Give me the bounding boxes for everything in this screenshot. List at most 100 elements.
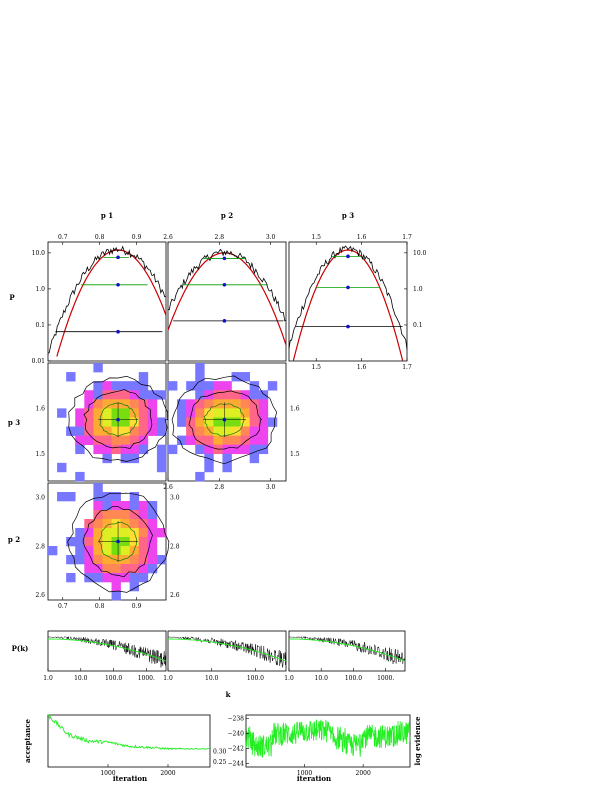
- heatmap-cell: [111, 417, 121, 427]
- y-tick-label: 1.6: [35, 405, 45, 412]
- heatmap-cell: [195, 435, 205, 445]
- heatmap-cell: [93, 519, 103, 529]
- heatmap-cell: [120, 444, 130, 455]
- heatmap-cell: [120, 435, 130, 445]
- heatmap-cell: [186, 417, 196, 427]
- heatmap-cell: [138, 564, 149, 574]
- heatmap-cell: [204, 417, 214, 427]
- heatmap-cell: [120, 555, 130, 565]
- y-tick-label: 1.0: [413, 286, 423, 293]
- heatmap-cell: [111, 444, 121, 455]
- heatmap-cell: [222, 462, 232, 473]
- y-axis-label: acceptance: [23, 718, 32, 763]
- heatmap-cell: [156, 390, 167, 400]
- heatmap-cell: [120, 399, 130, 409]
- heatmap-cell: [102, 528, 112, 538]
- pk-tick-label: 100.0: [247, 675, 264, 682]
- y-tick-label: 2.6: [170, 592, 180, 599]
- y-tick-label: 10.0: [32, 250, 46, 257]
- heatmap-cell: [120, 417, 130, 427]
- heatmap-cell: [129, 390, 140, 400]
- heatmap-cell: [231, 408, 241, 418]
- heatmap-cell: [186, 408, 196, 418]
- marginal-top-tick-label: 1.7: [402, 234, 412, 241]
- acceptance-tick-label: 1000: [100, 770, 115, 777]
- p1p2-bottom-tick-label: 0.7: [58, 603, 68, 610]
- heatmap-cell: [93, 435, 103, 445]
- heatmap-cell: [120, 528, 130, 538]
- heatmap-cell: [204, 462, 214, 473]
- log-evidence-tick-label: −242: [228, 745, 245, 752]
- log-evidence-tick-label: −244: [228, 760, 245, 767]
- heatmap-cell: [240, 372, 250, 382]
- y-axis-label: P: [9, 293, 15, 302]
- heatmap-cell: [102, 501, 112, 511]
- heatmap-cell: [75, 546, 85, 556]
- heatmap-cell: [195, 399, 205, 409]
- marginal-top-tick-label: 2.8: [215, 234, 225, 241]
- heatmap-cell: [129, 417, 140, 427]
- p3-bottom-tick-label: 1.5: [311, 364, 321, 371]
- pk-tick-label: 1.0: [163, 675, 173, 682]
- heatmap-cell: [84, 390, 94, 400]
- power-spectrum: [168, 635, 287, 669]
- heatmap-cell: [195, 372, 205, 382]
- marginal-top-tick-label: 1.5: [311, 234, 321, 241]
- heatmap-cell: [204, 408, 214, 418]
- p3-bottom-tick-label: 1.7: [402, 364, 412, 371]
- pk-panel: [47, 630, 167, 672]
- heatmap-cell: [93, 408, 103, 418]
- heatmap-cell: [156, 528, 167, 538]
- heatmap-cell: [147, 519, 158, 529]
- heatmap-cell: [231, 390, 241, 400]
- heatmap-cell: [129, 435, 140, 445]
- heatmap-cell: [129, 546, 140, 556]
- heatmap-cell: [111, 591, 121, 601]
- heatmap-cell: [249, 408, 260, 418]
- pk-tick-label: 1.0: [284, 675, 294, 682]
- power-spectrum-fit: [48, 638, 167, 662]
- heatmap-cell: [138, 573, 149, 583]
- heatmap-cell: [102, 435, 112, 445]
- heatmap-cell: [267, 381, 278, 391]
- heatmap-cell: [111, 492, 121, 502]
- heatmap-cell: [138, 519, 149, 529]
- pk-tick-label: 100.0: [105, 675, 122, 682]
- heatmap-cell: [204, 399, 214, 409]
- log-evidence-tick-label: 2000: [356, 770, 371, 777]
- interval-marker: [222, 256, 227, 261]
- heatmap-cell: [93, 501, 103, 511]
- heatmap-cell: [231, 417, 241, 427]
- heatmap-cell: [156, 426, 167, 436]
- heatmap-cell: [102, 426, 112, 436]
- heatmap-cell: [240, 426, 250, 436]
- heatmap-cell: [129, 501, 140, 511]
- heatmap-cell: [66, 372, 76, 382]
- heatmap-cell: [120, 390, 130, 400]
- heatmap-cell: [258, 426, 269, 436]
- heatmap-cell: [129, 492, 140, 502]
- heatmap-cell: [120, 426, 130, 436]
- heatmap-cell: [147, 426, 158, 436]
- p1p2-bottom-tick-label: 0.8: [95, 603, 105, 610]
- heatmap-cell: [267, 417, 278, 427]
- heatmap-cell: [147, 390, 158, 400]
- heatmap-cell: [57, 462, 67, 473]
- marginal-top-tick-label: 3.0: [266, 234, 276, 241]
- heatmap-cell: [120, 519, 130, 529]
- heatmap-cell: [147, 510, 158, 520]
- heatmap-cell: [102, 408, 112, 418]
- heatmap-panel: [167, 362, 287, 482]
- marginal-top-tick-label: 0.9: [132, 234, 142, 241]
- heatmap-cell: [120, 564, 130, 574]
- panel-title: p 2: [221, 211, 233, 220]
- heatmap-cell: [111, 390, 121, 400]
- heatmap-cell: [84, 435, 94, 445]
- panel-title: p 3: [342, 211, 354, 220]
- heatmap-cell: [120, 453, 130, 464]
- heatmap-cell: [75, 435, 85, 445]
- heatmap-cell: [240, 417, 250, 427]
- contour: [188, 390, 263, 450]
- heatmap-cell: [84, 555, 94, 565]
- pk-tick-label: 10.0: [74, 675, 88, 682]
